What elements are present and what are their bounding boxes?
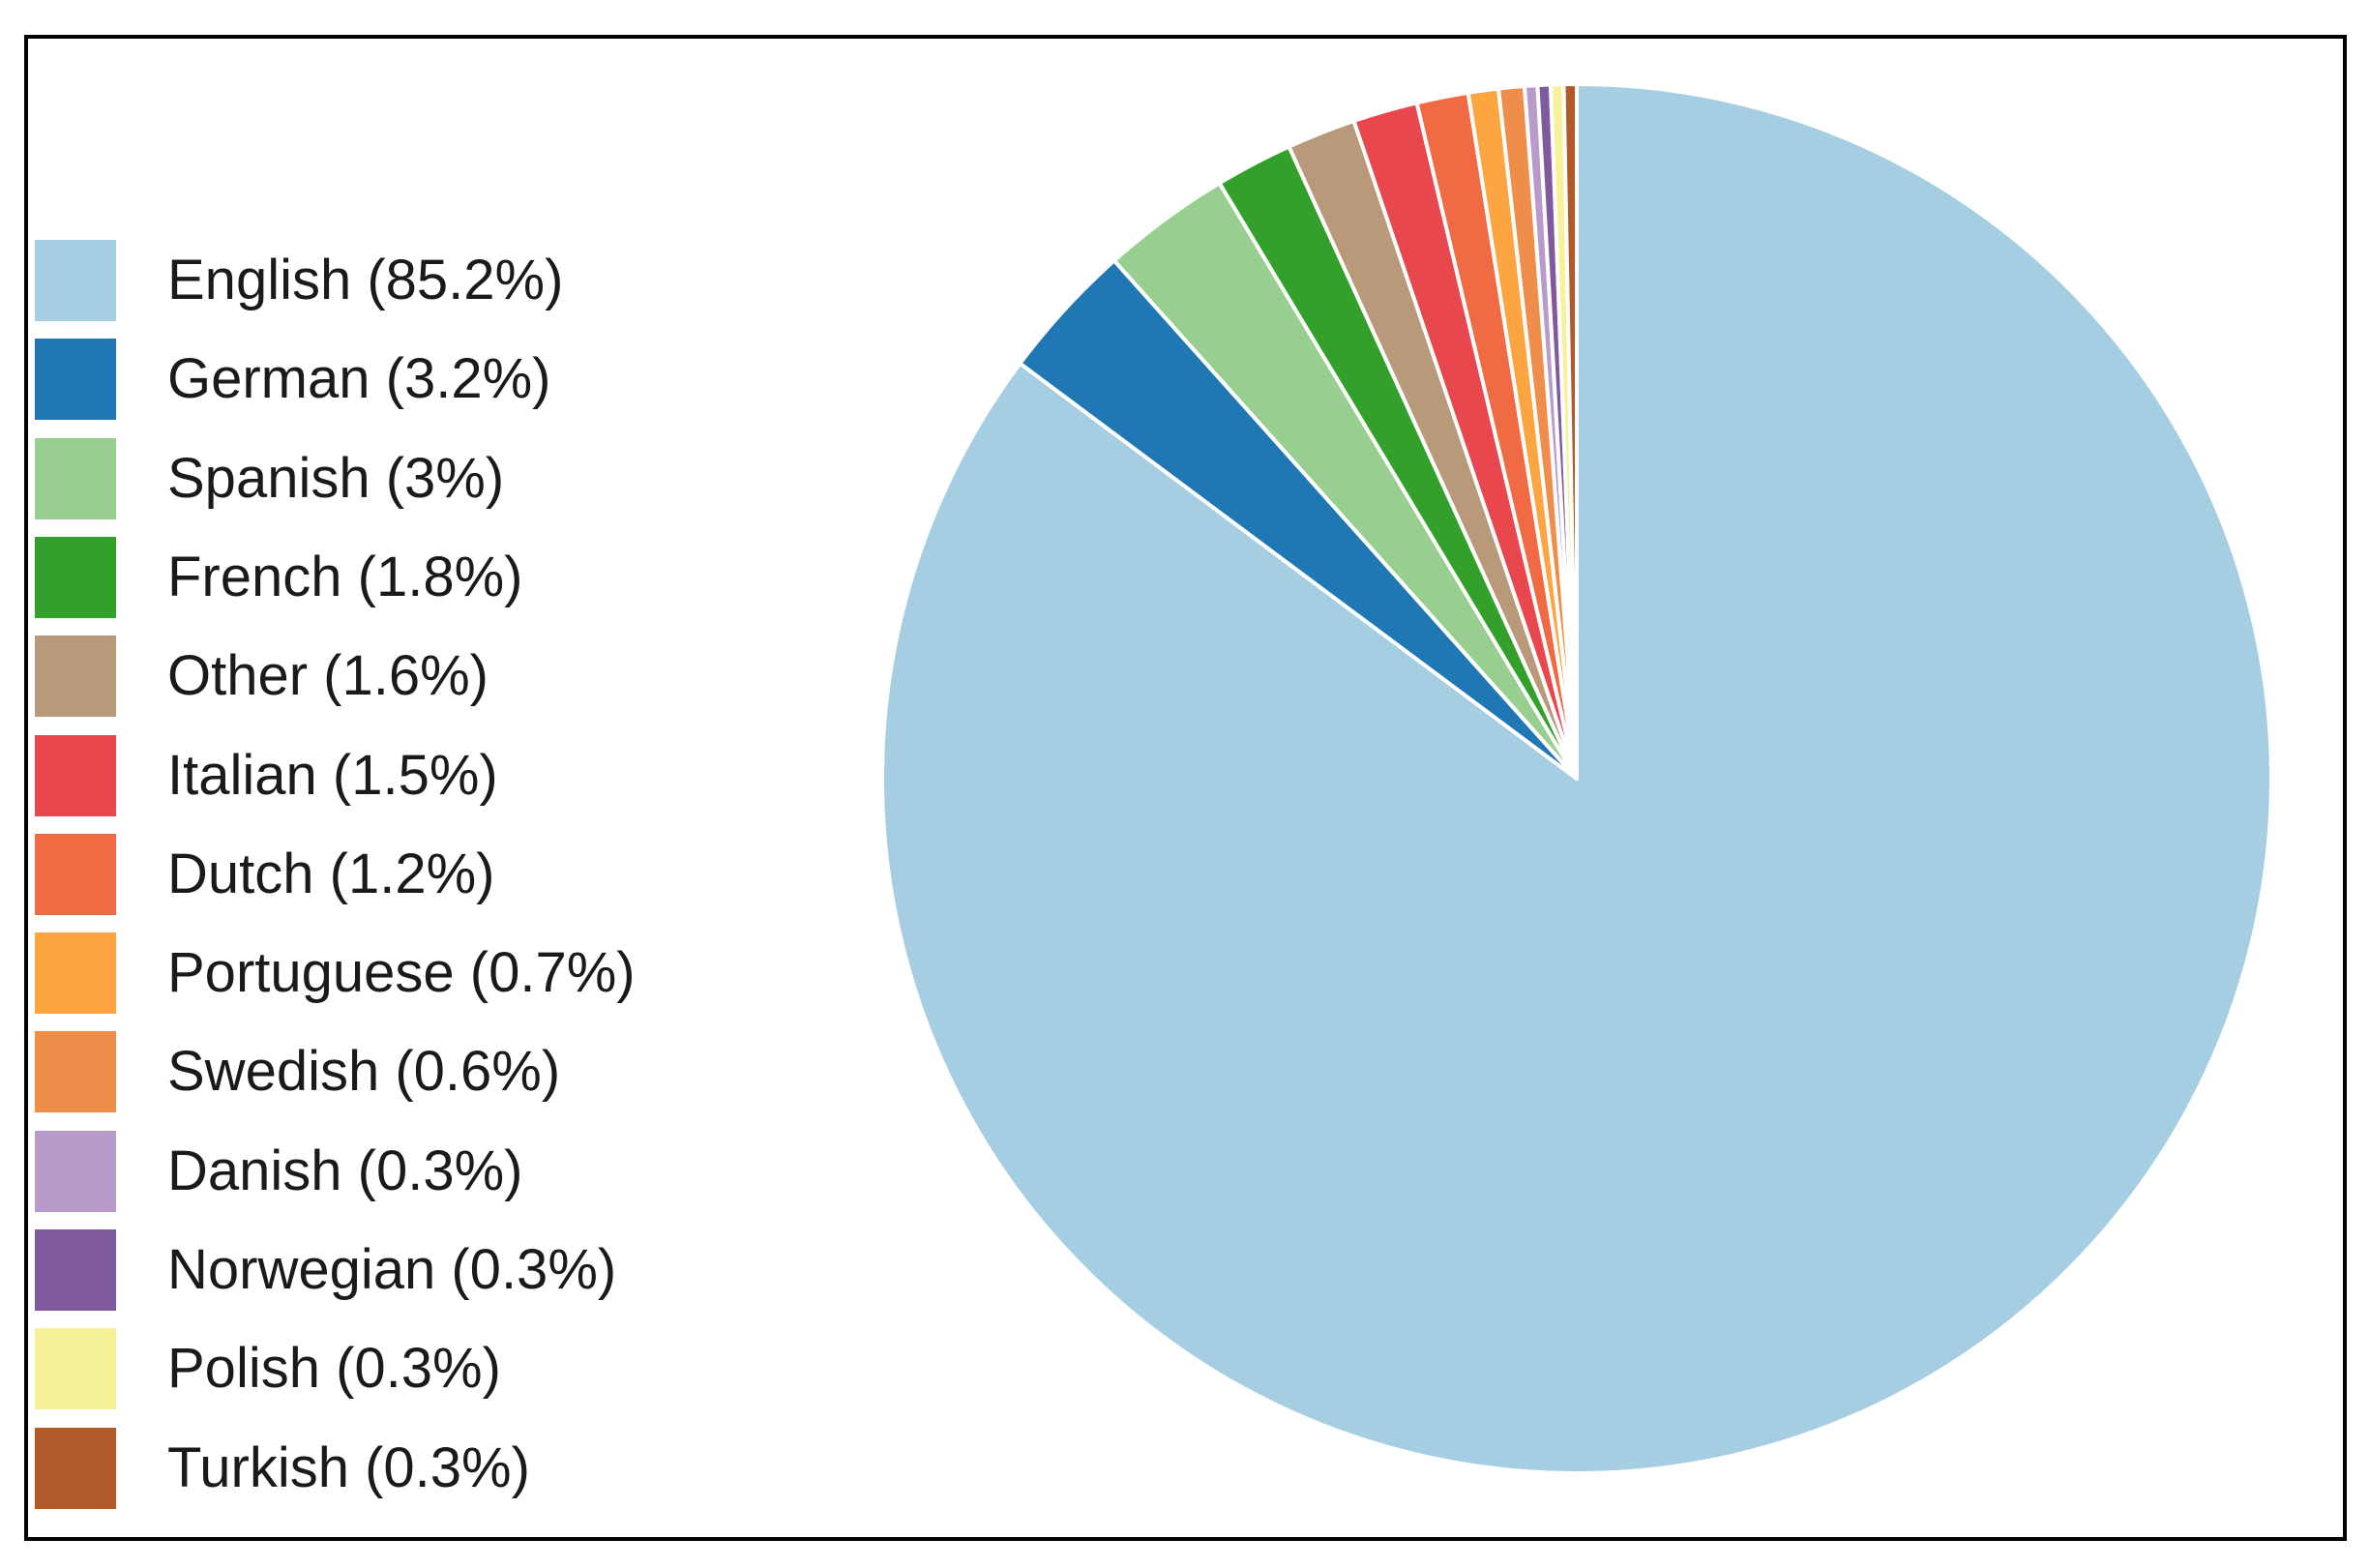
legend-item-polish: Polish (0.3%) [35,1328,905,1410]
pie-slice-english [880,82,2273,1475]
legend-label-spanish: Spanish (3%) [167,446,505,510]
legend-swatch-spanish [35,437,116,519]
legend-swatch-german [35,339,116,421]
legend-label-portuguese: Portuguese (0.7%) [167,941,636,1005]
legend-label-norwegian: Norwegian (0.3%) [167,1238,617,1301]
pie-slice-turkish [1561,82,1579,781]
legend-swatch-italian [35,734,116,816]
legend-item-english: English (85.2%) [35,240,905,321]
legend-item-other: Other (1.6%) [35,636,905,718]
legend-swatch-french [35,536,116,618]
legend-label-german: German (3.2%) [167,347,551,411]
legend-swatch-english [35,240,116,321]
legend-label-french: French (1.8%) [167,545,523,608]
legend-label-english: English (85.2%) [167,249,564,311]
legend-item-swedish: Swedish (0.6%) [35,1031,905,1113]
legend-item-dutch: Dutch (1.2%) [35,833,905,915]
legend-item-french: French (1.8%) [35,536,905,618]
legend-item-norwegian: Norwegian (0.3%) [35,1229,905,1311]
legend-label-danish: Danish (0.3%) [167,1139,523,1202]
legend-swatch-portuguese [35,932,116,1015]
legend-item-portuguese: Portuguese (0.7%) [35,932,905,1015]
legend-swatch-norwegian [35,1229,116,1311]
legend-label-polish: Polish (0.3%) [167,1337,501,1401]
legend-item-spanish: Spanish (3%) [35,437,905,519]
legend-swatch-other [35,636,116,718]
legend-swatch-dutch [35,833,116,915]
legend-item-german: German (3.2%) [35,339,905,421]
legend-label-swedish: Swedish (0.6%) [167,1040,561,1104]
legend-swatch-danish [35,1130,116,1212]
legend-swatch-swedish [35,1031,116,1113]
legend-swatch-turkish [35,1427,116,1509]
legend-item-italian: Italian (1.5%) [35,734,905,816]
legend-label-dutch: Dutch (1.2%) [167,842,495,905]
legend-label-other: Other (1.6%) [167,644,489,708]
legend-label-turkish: Turkish (0.3%) [167,1435,530,1499]
legend-label-italian: Italian (1.5%) [167,743,498,807]
legend-item-turkish: Turkish (0.3%) [35,1427,905,1509]
legend-swatch-polish [35,1328,116,1410]
legend-item-danish: Danish (0.3%) [35,1130,905,1212]
